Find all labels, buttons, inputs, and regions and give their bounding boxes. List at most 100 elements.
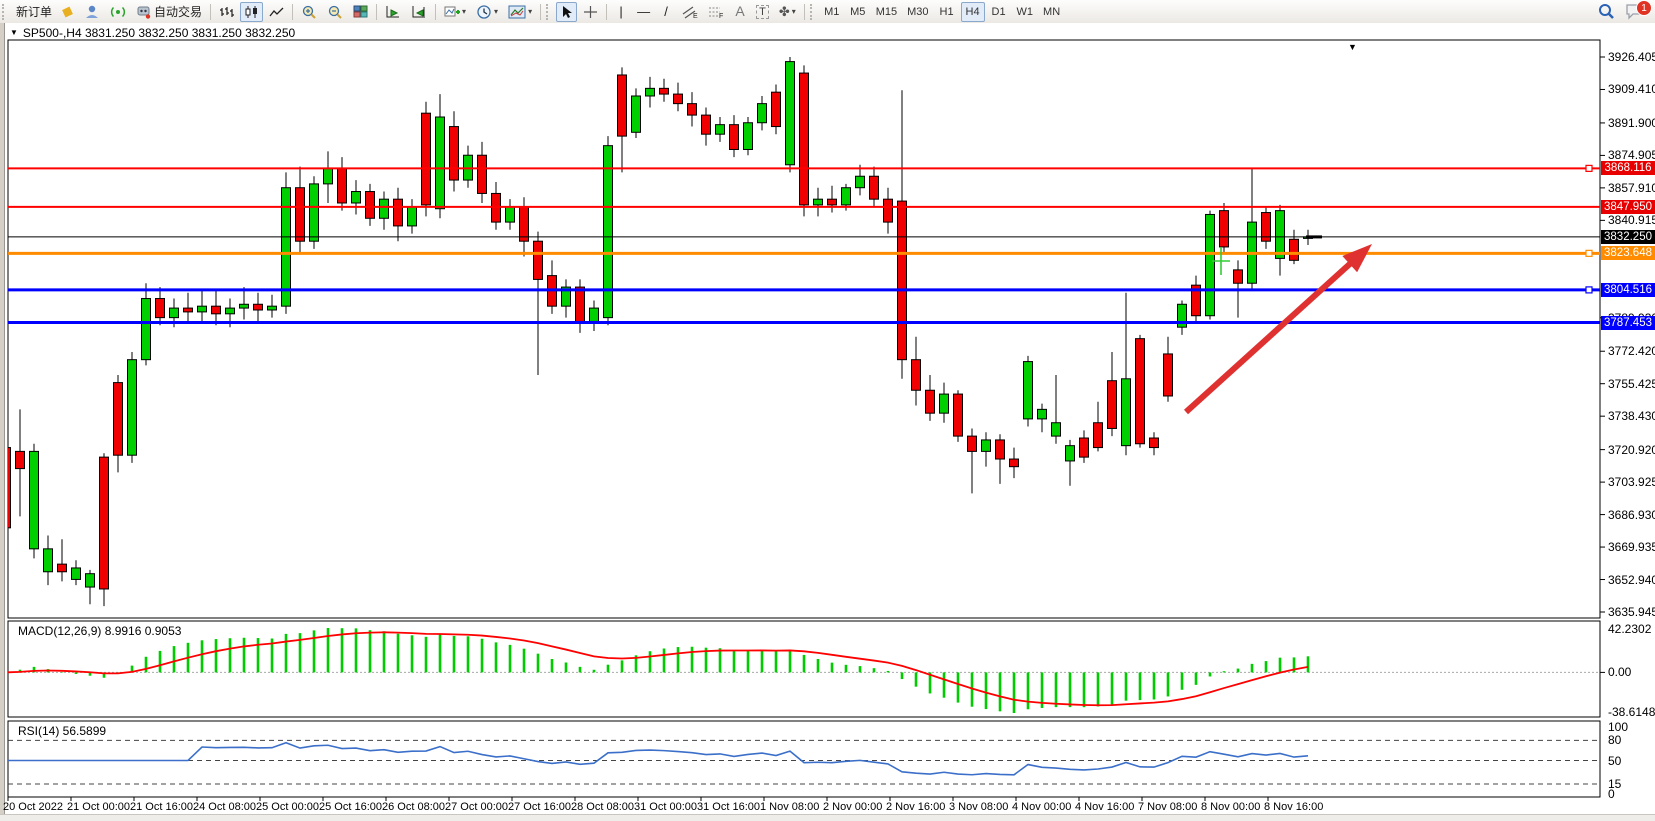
collapse-triangle-icon[interactable]: ▼ xyxy=(10,28,18,37)
clock-icon xyxy=(477,4,491,19)
line-chart-icon xyxy=(269,7,284,16)
rsi-axis-50: 50 xyxy=(1608,753,1622,768)
rsi-axis-15: 15 xyxy=(1608,776,1622,791)
cursor-tool-button[interactable] xyxy=(556,1,578,22)
indicators-button[interactable]: ▾ xyxy=(440,2,470,22)
text-label-icon: T xyxy=(756,4,769,19)
auto-scroll-icon xyxy=(386,5,400,17)
separator xyxy=(540,3,542,20)
zoom-in-icon xyxy=(302,5,316,19)
zoom-out-icon xyxy=(328,5,342,19)
price-tick-label: 3772.420 xyxy=(1608,344,1655,359)
channel-tool-button[interactable]: E xyxy=(678,2,702,22)
vertical-line-icon: | xyxy=(619,4,623,19)
timeframe-button-h1[interactable]: H1 xyxy=(939,5,954,18)
toolbar-grip[interactable] xyxy=(546,3,553,20)
candlestick-chart-icon xyxy=(245,5,258,18)
timeframe-button-m15[interactable]: M15 xyxy=(875,5,898,18)
timeframe-button-m5[interactable]: M5 xyxy=(850,5,866,18)
price-badge-3847.950: 3847.950 xyxy=(1601,199,1655,214)
templates-button[interactable]: ▾ xyxy=(504,2,536,22)
search-button[interactable] xyxy=(1593,1,1619,21)
price-tick-label: 3720.920 xyxy=(1608,442,1655,457)
auto-trading-button[interactable]: 自动交易 xyxy=(132,2,206,22)
bar-chart-icon xyxy=(220,6,235,17)
separator xyxy=(606,3,608,20)
time-axis-label: 25 Oct 00:00 xyxy=(256,801,319,813)
time-axis-label: 21 Oct 00:00 xyxy=(67,801,130,813)
price-tick-label: 3635.945 xyxy=(1608,605,1655,619)
toolbar-grip[interactable] xyxy=(2,3,9,20)
status-strip xyxy=(0,814,1655,821)
time-axis-label: 25 Oct 16:00 xyxy=(319,801,382,813)
tile-windows-button[interactable] xyxy=(349,2,372,22)
price-tick-label: 3686.930 xyxy=(1608,507,1655,522)
timeframe-button-w1[interactable]: W1 xyxy=(1016,5,1034,18)
macd-axis-max: 42.2302 xyxy=(1608,622,1652,636)
macd-axis-zero: 0.00 xyxy=(1608,665,1632,680)
timeframe-button-d1[interactable]: D1 xyxy=(991,5,1006,18)
price-tick-label: 3669.935 xyxy=(1608,540,1655,555)
dropdown-caret-icon: ▾ xyxy=(462,7,467,16)
equidistant-channel-icon: E xyxy=(682,6,698,19)
chart-line-button[interactable] xyxy=(265,2,288,22)
price-tick-label: 3926.405 xyxy=(1608,50,1655,64)
signals-button[interactable] xyxy=(106,2,130,22)
label-tool-button[interactable]: T xyxy=(752,2,773,22)
time-axis-label: 27 Oct 00:00 xyxy=(445,801,508,813)
time-axis-label: 2 Nov 00:00 xyxy=(823,801,883,813)
tile-windows-icon xyxy=(353,5,368,17)
search-icon xyxy=(1599,4,1614,19)
chart-bars-button[interactable] xyxy=(215,2,238,22)
trendline-tool-button[interactable]: / xyxy=(656,2,676,22)
chart-window: ▼ SP500-,H4 3831.250 3832.250 3831.250 3… xyxy=(0,23,1655,821)
timeframe-button-m1[interactable]: M1 xyxy=(824,5,840,18)
signal-icon xyxy=(110,6,126,17)
new-order-button[interactable]: 新订单 xyxy=(16,5,53,19)
periods-button[interactable]: ▾ xyxy=(472,2,502,22)
chart-shift-button[interactable] xyxy=(407,2,431,22)
fibonacci-icon: F xyxy=(709,7,723,19)
macd-label: MACD(12,26,9) 8.9916 0.9053 xyxy=(18,624,182,638)
text-icon: A xyxy=(735,3,745,19)
person-icon xyxy=(86,5,99,18)
crosshair-icon xyxy=(584,5,598,18)
auto-scroll-button[interactable] xyxy=(381,2,405,22)
separator xyxy=(435,3,437,20)
rsi-axis-0: 0 xyxy=(1608,787,1615,801)
arrows-icon: ✤ xyxy=(778,4,790,19)
price-badge-3832.250: 3832.250 xyxy=(1601,229,1655,244)
zoom-in-button[interactable] xyxy=(297,2,321,22)
time-axis-label: 26 Oct 08:00 xyxy=(382,801,445,813)
vline-tool-button[interactable]: | xyxy=(611,2,631,22)
hline-tool-button[interactable]: — xyxy=(633,2,654,22)
toolbar-grip[interactable] xyxy=(809,3,817,20)
fibonacci-tool-button[interactable]: F xyxy=(704,2,728,22)
community-button[interactable] xyxy=(80,2,104,22)
price-tick-label: 3703.925 xyxy=(1608,475,1655,490)
chart-title-bar[interactable]: ▼ SP500-,H4 3831.250 3832.250 3831.250 3… xyxy=(10,25,295,40)
timeframe-button-m30[interactable]: M30 xyxy=(907,5,929,18)
add-indicator-icon xyxy=(444,6,461,16)
time-axis-label: 4 Nov 16:00 xyxy=(1075,801,1135,813)
separator xyxy=(803,3,805,20)
chart-title-ohlc: SP500-,H4 3831.250 3832.250 3831.250 383… xyxy=(22,25,296,40)
trend-arrow[interactable] xyxy=(1183,259,1355,415)
robot-icon xyxy=(137,6,151,19)
price-tick-label: 3891.900 xyxy=(1608,115,1655,130)
time-axis-label: 24 Oct 08:00 xyxy=(193,801,256,813)
crosshair-tool-button[interactable] xyxy=(579,2,602,22)
timeframe-button-mn[interactable]: MN xyxy=(1043,5,1061,18)
arrows-tool-button[interactable]: ✤ ▾ xyxy=(775,2,800,22)
price-tick-label: 3857.910 xyxy=(1608,180,1655,195)
chart-shift-marker[interactable]: ▼ xyxy=(1348,42,1357,52)
time-axis-label: 4 Nov 00:00 xyxy=(1012,801,1072,813)
price-badge-3804.516: 3804.516 xyxy=(1601,282,1655,297)
zoom-out-button[interactable] xyxy=(323,2,347,22)
time-axis-label: 2 Nov 16:00 xyxy=(886,801,946,813)
timeframe-button-h4[interactable]: H4 xyxy=(960,1,985,22)
text-tool-button[interactable]: A xyxy=(730,2,750,22)
chart-candles-button[interactable] xyxy=(240,1,264,22)
chart-shift-icon xyxy=(412,5,426,17)
